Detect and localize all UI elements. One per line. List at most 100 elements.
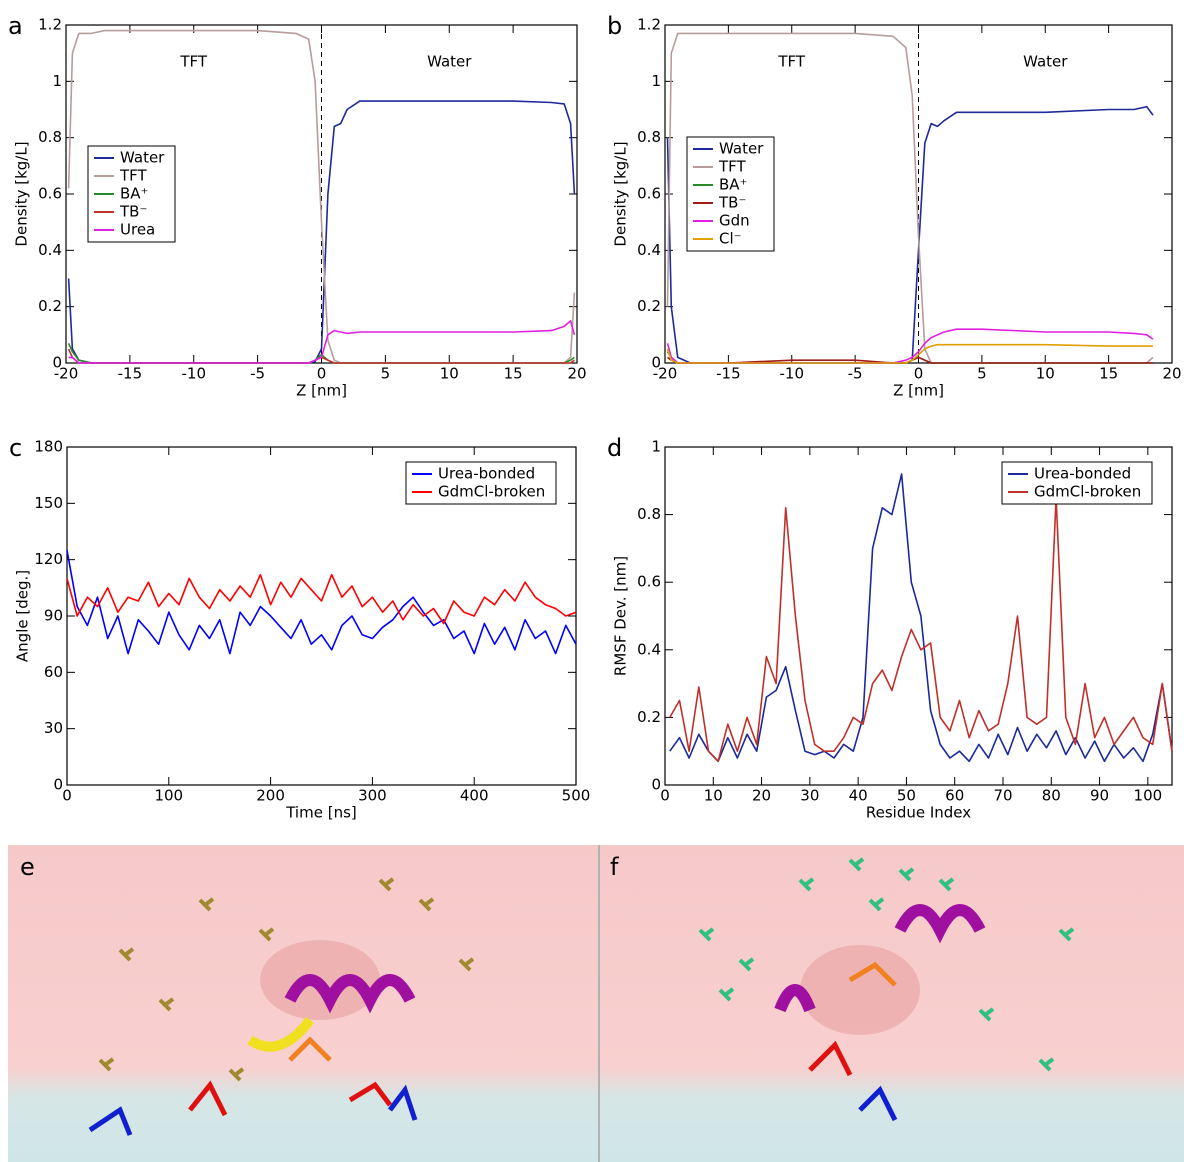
x-tick-label: 50: [897, 787, 916, 805]
series-line: [666, 343, 1153, 364]
chart-panel: -20 -15 -10 -5 0 5 10 15 20 0 0.2 0.4 0.6 0.8 1 1.2 Z [n…: [8, 12, 587, 400]
y-tick-label: 0.6: [637, 185, 661, 203]
x-tick-label: 15: [504, 365, 523, 383]
legend-label: Urea-bonded: [1034, 465, 1131, 483]
legend-label: Cl⁻: [719, 230, 742, 248]
plot-frame: [664, 446, 1173, 786]
x-tick-label: 30: [800, 787, 819, 805]
x-axis-label: Z [nm]: [296, 382, 347, 400]
legend-label: Urea-bonded: [438, 465, 535, 483]
y-tick-label: 0.2: [637, 297, 661, 315]
series-line: [66, 573, 577, 625]
series-line: [669, 473, 1173, 763]
y-tick-label: 0: [53, 776, 63, 794]
y-axis-label: Density [kg/L]: [13, 141, 31, 246]
y-tick-label: 0: [651, 776, 661, 794]
y-tick-label: 180: [34, 438, 63, 456]
y-axis-label: RMSF Dev. [nm]: [612, 556, 630, 676]
x-tick-label: 15: [1099, 365, 1118, 383]
x-tick-label: 5: [977, 365, 987, 383]
helix: [774, 904, 986, 1013]
legend-label: Water: [719, 140, 764, 158]
y-tick-label: 0.4: [637, 241, 661, 259]
x-tick-label: 60: [945, 787, 964, 805]
urea-molecules: [98, 877, 475, 1082]
x-tick-label: -20: [653, 365, 678, 383]
legend-label: GdmCl-broken: [1034, 483, 1141, 501]
y-tick-label: 0: [651, 354, 661, 372]
y-tick-label: 0.6: [38, 185, 62, 203]
y-tick-label: 1: [651, 72, 661, 90]
x-tick-label: 0: [660, 787, 670, 805]
x-tick-label: -20: [54, 365, 79, 383]
y-tick-label: 0.6: [637, 573, 661, 591]
series-line: [669, 496, 1173, 763]
x-tick-label: 100: [1134, 787, 1163, 805]
legend-label: TB⁻: [718, 194, 746, 212]
y-tick-label: 0.8: [637, 505, 661, 523]
series-line: [66, 550, 577, 655]
legend-label: BA⁺: [719, 176, 747, 194]
x-tick-label: 0: [914, 365, 924, 383]
x-tick-label: -10: [182, 365, 207, 383]
x-tick-label: 400: [460, 787, 489, 805]
x-tick-label: 10: [704, 787, 723, 805]
x-tick-label: 20: [1162, 365, 1181, 383]
panel-label: d: [607, 434, 622, 462]
x-tick-label: -5: [848, 365, 863, 383]
y-tick-label: 1.2: [637, 16, 661, 34]
legend-label: TB⁻: [119, 203, 147, 221]
panel-label: f: [610, 853, 619, 881]
gdn-molecules: [698, 857, 1075, 1072]
x-tick-label: 5: [381, 365, 391, 383]
x-tick-label: 20: [752, 787, 771, 805]
y-tick-label: 30: [44, 719, 63, 737]
x-tick-label: 10: [1036, 365, 1055, 383]
y-axis-label: Angle [deg.]: [14, 570, 32, 662]
image-e: e: [8, 845, 598, 1162]
x-tick-label: -10: [780, 365, 805, 383]
helix: [284, 974, 416, 1014]
x-tick-label: 80: [1042, 787, 1061, 805]
y-tick-label: 150: [34, 494, 63, 512]
y-tick-label: 0.2: [38, 297, 62, 315]
x-tick-label: 300: [358, 787, 387, 805]
y-tick-label: 120: [34, 550, 63, 568]
region-label: Water: [427, 53, 472, 71]
y-tick-label: 1: [52, 72, 62, 90]
y-tick-label: 0.2: [637, 708, 661, 726]
x-tick-label: -15: [118, 365, 143, 383]
region-label: TFT: [179, 53, 208, 71]
y-tick-label: 1: [651, 438, 661, 456]
x-tick-label: 100: [154, 787, 183, 805]
y-tick-label: 90: [44, 607, 63, 625]
legend-label: Urea: [120, 221, 155, 239]
chart-panel: 0 100 200 300 400 500 0 30 60 90 120 150 180 Time [ns…: [9, 434, 590, 822]
y-tick-label: 0.8: [38, 128, 62, 146]
y-tick-label: 1.2: [38, 16, 62, 34]
ions: [88, 1036, 418, 1136]
panel-label: a: [8, 12, 23, 40]
y-tick-label: 0.4: [637, 640, 661, 658]
panel-label: e: [20, 853, 35, 881]
x-tick-label: 90: [1090, 787, 1109, 805]
ions: [808, 961, 898, 1122]
protein-surface: [800, 945, 920, 1035]
x-tick-label: -5: [250, 365, 265, 383]
x-tick-label: 500: [562, 787, 591, 805]
legend-label: TFT: [718, 158, 747, 176]
legend-box: [1001, 461, 1153, 505]
x-axis-label: Z [nm]: [893, 382, 944, 400]
y-tick-label: 0.4: [38, 241, 62, 259]
x-tick-label: 0: [317, 365, 327, 383]
y-tick-label: 60: [44, 663, 63, 681]
y-axis-label: Density [kg/L]: [612, 141, 630, 246]
x-tick-label: -15: [716, 365, 741, 383]
chart-panel: 0 10 20 30 40 50 60 70 80 90 100 0 0.2 0.4 0.6 0.8 1 Resi…: [607, 434, 1173, 822]
x-tick-label: 40: [849, 787, 868, 805]
region-label: TFT: [777, 53, 806, 71]
legend-label: BA⁺: [120, 185, 148, 203]
legend-label: GdmCl-broken: [438, 483, 545, 501]
